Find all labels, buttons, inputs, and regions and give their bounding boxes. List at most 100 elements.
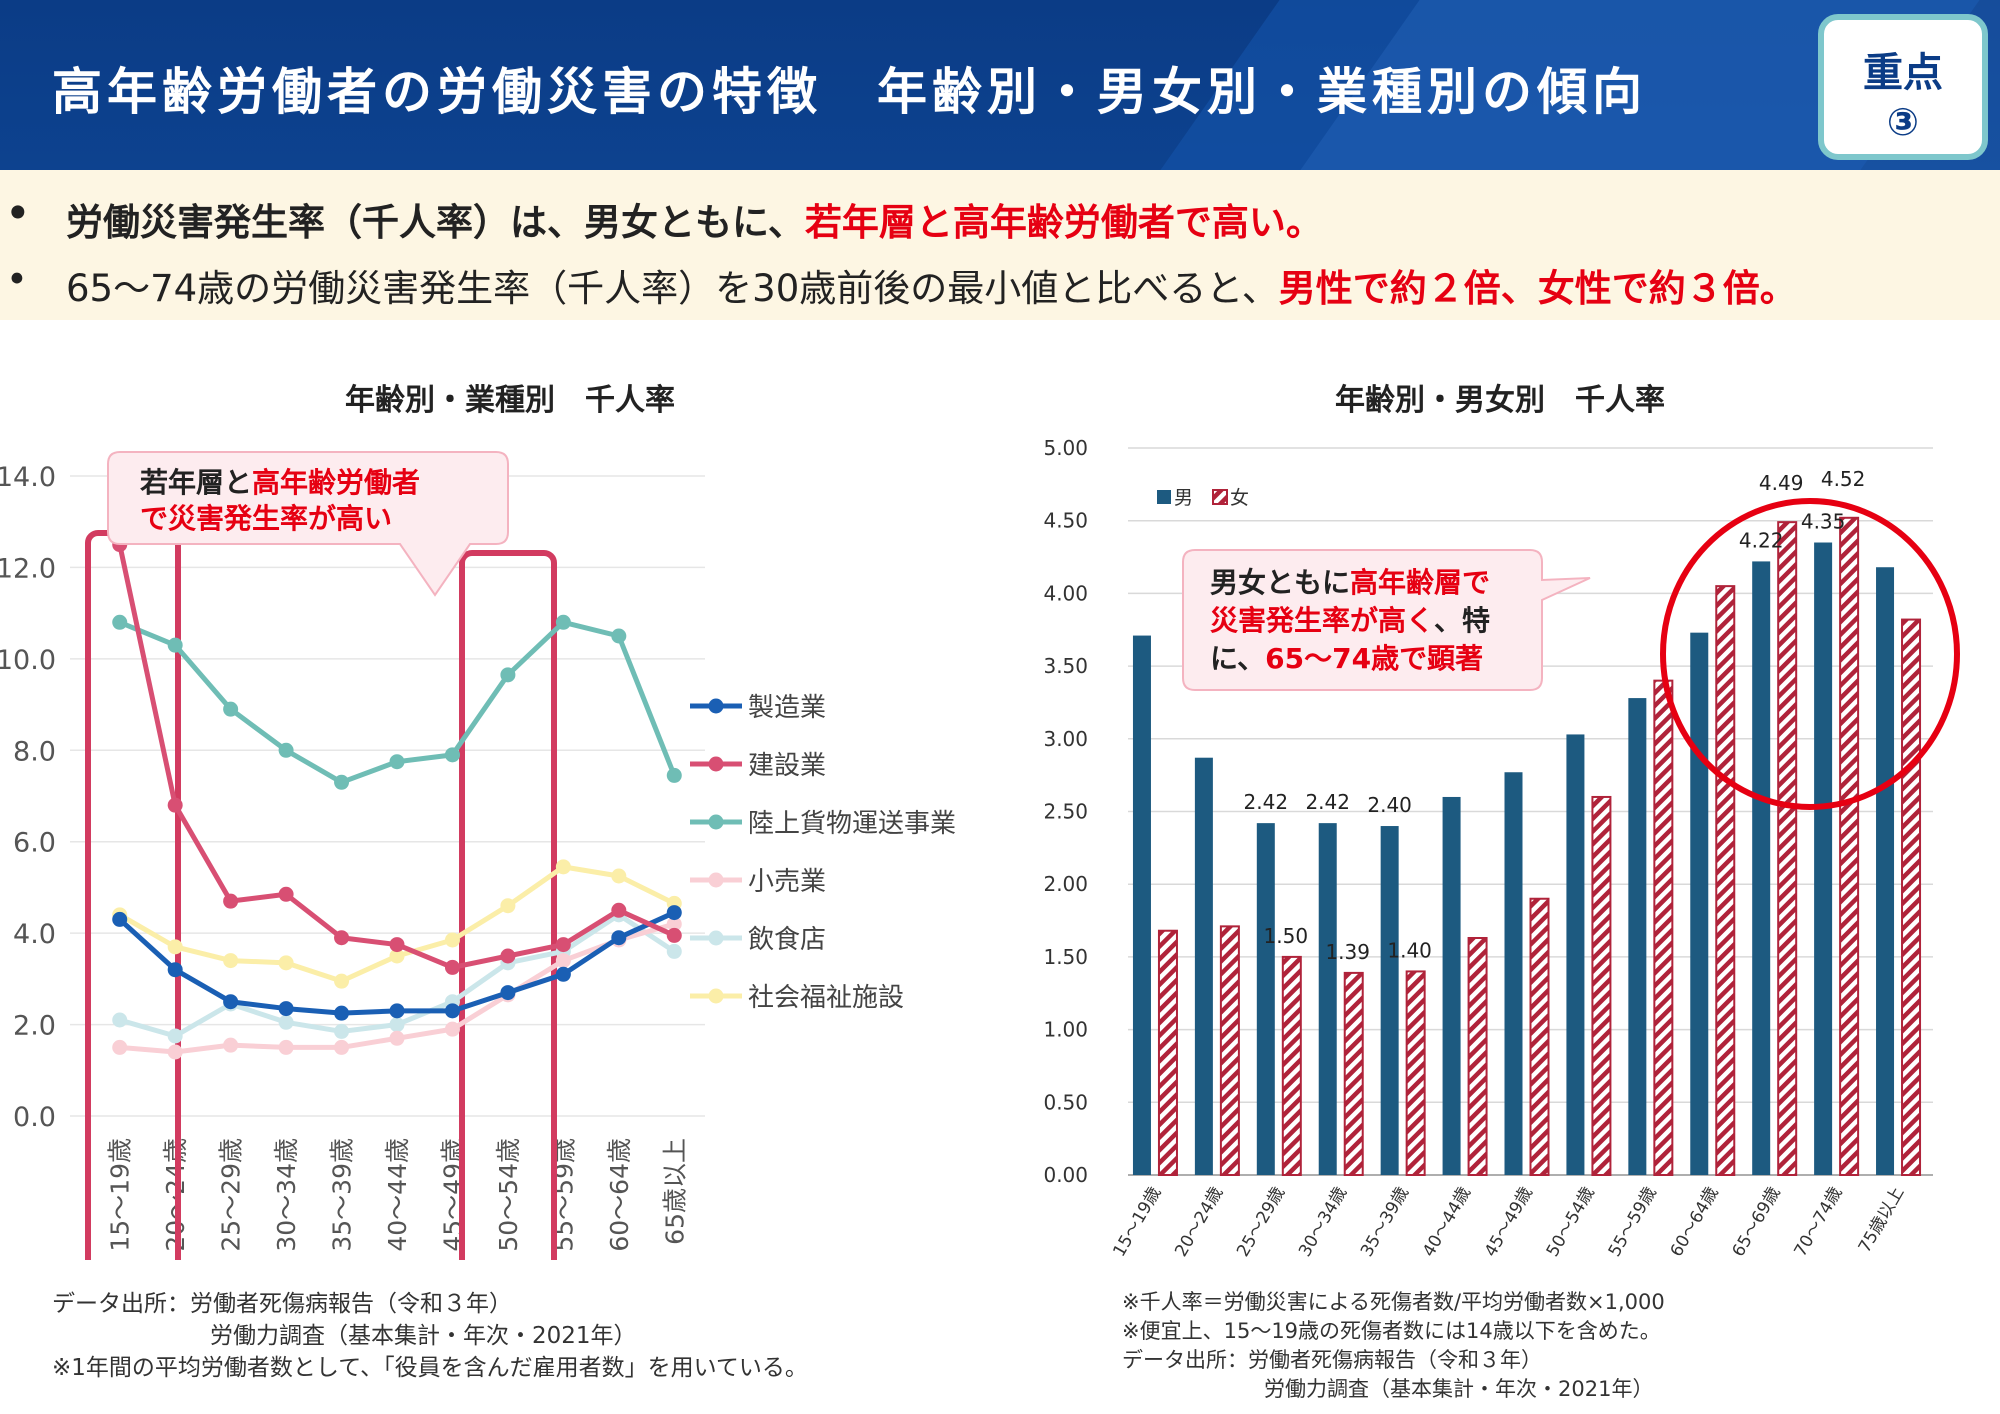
- legend-item: 製造業: [690, 693, 826, 723]
- highlight-circle: [1660, 498, 1960, 810]
- data-point: [112, 1012, 128, 1028]
- legend-swatch: [1212, 489, 1228, 505]
- data-point: [223, 953, 239, 969]
- footnotes-left: データ出所：労働者死傷病報告（令和３年） 労働力調査（基本集計・年次・2021年…: [52, 1288, 808, 1384]
- data-point: [167, 939, 183, 955]
- bar-female: [1405, 970, 1426, 1176]
- data-point: [666, 916, 682, 932]
- page-title: 高年齢労働者の労働災害の特徴 年齢別・男女別・業種別の傾向: [52, 63, 1647, 121]
- data-point: [223, 701, 239, 717]
- y-tick-label: 0.0: [13, 1102, 56, 1133]
- callout-r-2a: 災害発生率が高く: [1210, 604, 1434, 637]
- legend-marker: [708, 872, 724, 888]
- bar-male: [1194, 757, 1213, 1175]
- footnote-line: データ出所：労働者死傷病報告（令和３年）: [52, 1291, 512, 1317]
- bar-female: [1529, 897, 1550, 1176]
- bar-female: [1901, 618, 1922, 1176]
- data-point: [444, 1021, 460, 1037]
- bullet-dot: •: [6, 258, 28, 301]
- data-point: [555, 859, 571, 875]
- x-tick-label: 35～39歳: [328, 1138, 357, 1252]
- callout-gender: 男女ともに高年齢層で 災害発生率が高く、特 に、65～74歳で顕著: [1182, 549, 1591, 691]
- bar-female: [1467, 936, 1488, 1176]
- y-tick-label: 5.00: [1043, 436, 1088, 460]
- bar-male: [1380, 826, 1399, 1175]
- x-tick-label: 20～24歳: [1171, 1184, 1227, 1261]
- data-label-female: 4.52: [1821, 467, 1866, 491]
- x-tick-label: 50～54歳: [494, 1138, 523, 1252]
- x-tick-label: 25～29歳: [1233, 1184, 1289, 1261]
- svg-text:若年層と高年齢労働者: 若年層と高年齢労働者: [140, 466, 420, 499]
- bar-female: [1591, 795, 1612, 1176]
- bar-male: [1690, 632, 1709, 1175]
- priority-badge: 重点 ③: [1818, 14, 1988, 160]
- y-tick-label: 2.00: [1043, 872, 1088, 896]
- data-point: [611, 868, 627, 884]
- x-tick-label: 15～19歳: [1109, 1184, 1165, 1261]
- data-point: [555, 614, 571, 630]
- callout-r-2b: 、特: [1434, 604, 1490, 637]
- y-tick-label: 10.0: [0, 645, 56, 676]
- x-tick-label: 60～64歳: [605, 1138, 634, 1252]
- y-tick-label: 0.00: [1043, 1163, 1088, 1187]
- badge-number: ③: [1886, 100, 1920, 144]
- y-tick-label: 2.0: [13, 1011, 56, 1042]
- chart-title: 年齢別・業種別 千人率: [345, 383, 675, 418]
- bar-male: [1318, 823, 1337, 1175]
- bar-female: [1281, 955, 1302, 1177]
- x-tick-label: 65～69歳: [1729, 1184, 1785, 1261]
- series-line: [118, 864, 676, 984]
- y-tick-label: 4.00: [1043, 581, 1088, 605]
- data-point: [444, 1003, 460, 1019]
- data-point: [334, 973, 350, 989]
- series-製造業: [112, 905, 682, 1021]
- y-tick-label: 3.00: [1043, 727, 1088, 751]
- legend-marker: [708, 930, 724, 946]
- legend-label: 飲食店: [748, 925, 826, 955]
- y-tick-label: 1.50: [1043, 945, 1088, 969]
- data-label-male: 2.42: [1305, 790, 1350, 814]
- data-point: [112, 911, 128, 927]
- data-point: [112, 614, 128, 630]
- bar-male: [1752, 561, 1771, 1175]
- chart-title: 年齢別・男女別 千人率: [1335, 383, 1665, 418]
- data-point: [334, 1005, 350, 1021]
- line-chart-industry: 年齢別・業種別 千人率 0.02.04.06.08.010.012.014.0 …: [0, 383, 956, 1260]
- y-tick-label: 4.50: [1043, 509, 1088, 533]
- bar-female: [1157, 929, 1178, 1177]
- data-label-female: 4.49: [1759, 471, 1804, 495]
- data-point: [223, 1037, 239, 1053]
- bar-male: [1876, 567, 1895, 1175]
- data-point: [223, 994, 239, 1010]
- x-tick-label: 50～54歳: [1543, 1184, 1599, 1261]
- data-point: [334, 1039, 350, 1055]
- data-point: [278, 1001, 294, 1017]
- bar-male: [1628, 698, 1647, 1175]
- legend-marker: [708, 814, 724, 830]
- bar-female: [1715, 585, 1736, 1176]
- y-tick-label: 4.0: [13, 919, 56, 950]
- footnote-line: 労働力調査（基本集計・年次・2021年）: [1264, 1377, 1654, 1401]
- callout-r-3b: 65～74歳で顕著: [1265, 642, 1483, 675]
- bar-male: [1504, 772, 1523, 1175]
- data-label-female: 1.50: [1264, 924, 1309, 948]
- data-point: [500, 985, 516, 1001]
- bullet-1-text: 労働災害発生率（千人率）は、男女ともに、: [66, 201, 805, 244]
- x-tick-label: 15～19歳: [106, 1138, 135, 1252]
- bullet-2-highlight: 男性で約２倍、女性で約３倍。: [1278, 267, 1797, 310]
- bar-male: [1132, 635, 1151, 1175]
- legend-item-male: 男: [1157, 487, 1193, 509]
- data-point: [167, 1028, 183, 1044]
- data-point: [666, 943, 682, 959]
- legend-label: 陸上貨物運送事業: [748, 809, 956, 839]
- x-tick-label: 40～44歳: [383, 1138, 412, 1252]
- bullet-2-text: 65～74歳の労働災害発生率（千人率）を30歳前後の最小値と比べると、: [66, 267, 1279, 310]
- footnote-line: ※便宜上、15～19歳の死傷者数には14歳以下を含めた。: [1122, 1319, 1661, 1343]
- callout-text-2: 高年齢労働者: [252, 466, 420, 499]
- data-point: [167, 962, 183, 978]
- badge-label: 重点: [1863, 50, 1943, 96]
- legend-label: 男: [1174, 487, 1193, 509]
- y-tick-label: 8.0: [13, 736, 56, 767]
- legend-label: 製造業: [748, 693, 826, 723]
